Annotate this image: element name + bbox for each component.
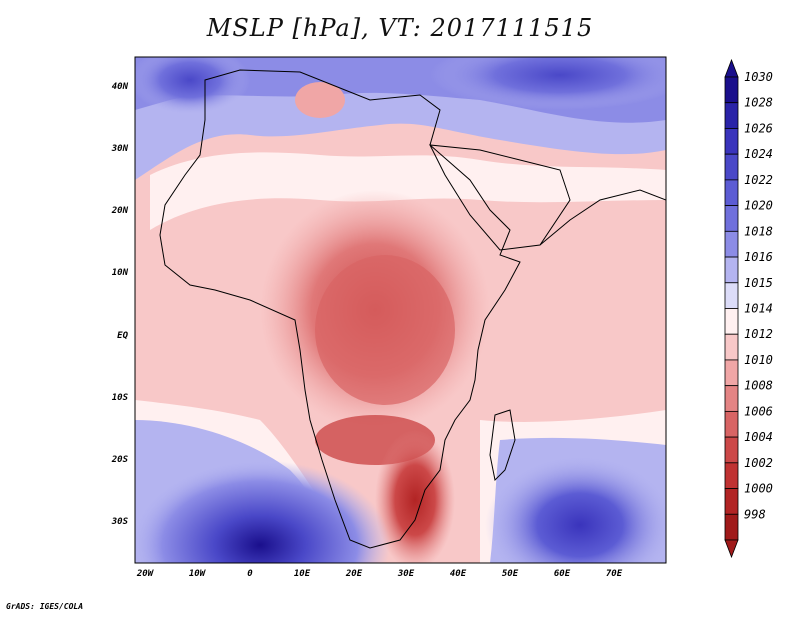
colorbar-label: 1016 [744, 250, 773, 264]
colorbar-swatch [724, 76, 739, 104]
lon-tick: 0 [247, 569, 253, 579]
lon-axis: 20W 10W 0 10E 20E 30E 40E 50E 60E 70E [136, 569, 623, 579]
colorbar-swatch [724, 410, 739, 438]
colorbar-swatch [724, 333, 739, 361]
colorbar-swatch [724, 282, 739, 309]
colorbar-label: 1002 [744, 456, 773, 470]
lon-tick: 20E [345, 569, 363, 579]
lat-tick: 20N [111, 206, 129, 216]
colorbar-label: 1020 [744, 199, 773, 213]
lon-tick: 10E [294, 569, 311, 579]
colorbar: 1030 1028 1026 1024 1022 1020 1018 1016 1015 1014… [724, 58, 773, 559]
lon-tick: 60E [554, 569, 571, 579]
colorbar-swatch [724, 179, 739, 207]
colorbar-swatch [724, 256, 739, 284]
lon-tick: 50E [502, 569, 519, 579]
colorbar-swatch [724, 230, 739, 258]
lon-tick: 70E [606, 569, 623, 579]
colorbar-label: 1004 [744, 430, 773, 444]
colorbar-swatch [724, 385, 739, 412]
lon-tick: 40E [450, 569, 467, 579]
colorbar-swatch [724, 128, 739, 155]
colorbar-label: 1018 [744, 224, 773, 238]
colorbar-label: 1015 [744, 276, 773, 290]
colorbar-top-arrow [724, 58, 739, 78]
colorbar-label: 1000 [744, 482, 773, 496]
colorbar-bottom-arrow [724, 539, 739, 559]
map-title: MSLP [hPa], VT: 2017111515 [206, 14, 594, 42]
lon-tick: 10W [189, 569, 207, 579]
lat-axis: 40N 30N 20N 10N EQ 10S 20S 30S [111, 82, 129, 527]
lon-tick: 30E [397, 569, 415, 579]
colorbar-label: 1012 [744, 327, 773, 341]
lat-tick: 10N [112, 268, 129, 278]
coastlines [159, 69, 666, 549]
footer-credit: GrADS: IGES/COLA [6, 602, 84, 611]
colorbar-swatch [724, 308, 739, 335]
lat-tick: 30S [111, 517, 129, 527]
colorbar-label: 1030 [744, 70, 773, 84]
pressure-field [135, 57, 666, 563]
colorbar-swatch [724, 436, 739, 464]
colorbar-swatch [724, 513, 739, 541]
colorbar-swatch [724, 102, 739, 129]
colorbar-swatch [724, 488, 739, 515]
colorbar-swatch [724, 462, 739, 489]
colorbar-label: 1028 [744, 96, 773, 110]
colorbar-swatch [724, 359, 739, 387]
lat-tick: 10S [112, 393, 129, 403]
colorbar-swatch [724, 205, 739, 232]
lon-tick: 20W [136, 569, 155, 579]
lat-tick: EQ [117, 331, 128, 341]
colorbar-label: 1022 [744, 173, 773, 187]
colorbar-label: 1024 [744, 147, 773, 161]
colorbar-label: 1014 [744, 302, 773, 316]
colorbar-swatch [724, 153, 739, 181]
plot-frame [134, 56, 667, 564]
lat-tick: 40N [112, 82, 129, 92]
lat-tick: 30N [111, 144, 129, 154]
colorbar-label: 1008 [744, 379, 773, 393]
colorbar-label: 998 [744, 507, 766, 521]
colorbar-label: 1010 [744, 353, 773, 367]
colorbar-label: 1006 [744, 404, 773, 418]
colorbar-label: 1026 [744, 121, 773, 135]
lat-tick: 20S [111, 455, 129, 465]
